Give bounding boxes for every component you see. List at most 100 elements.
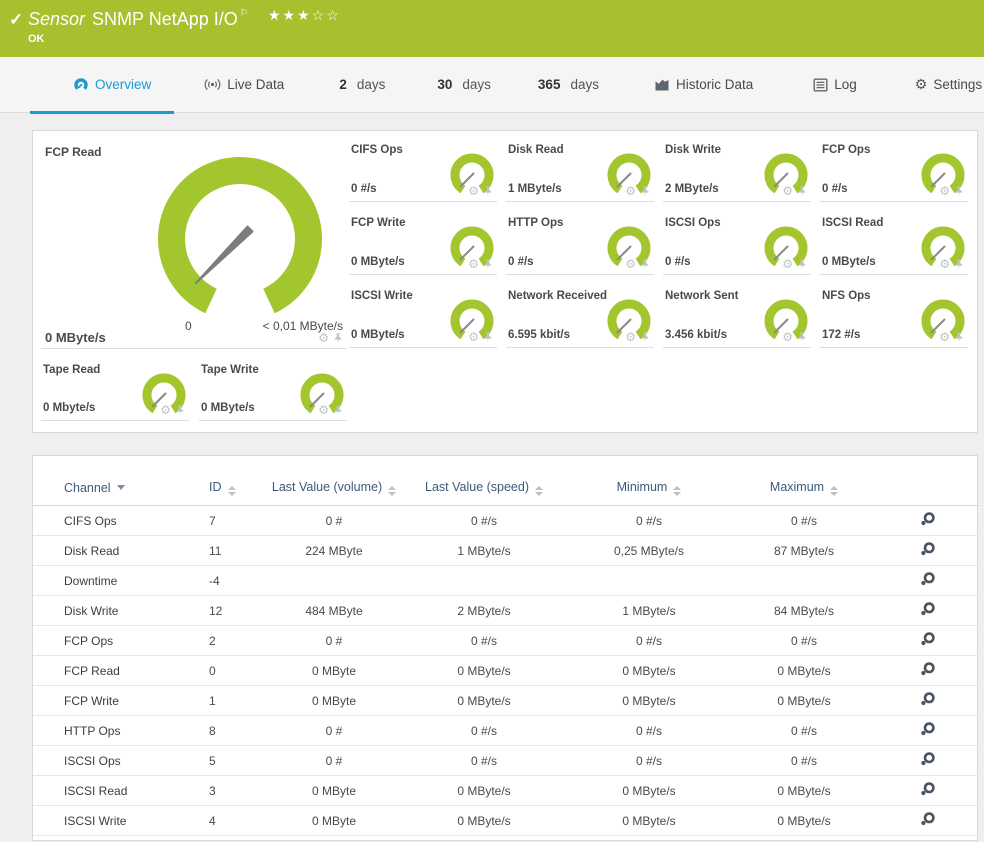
gauge-gear-icon[interactable]: ⚙ <box>318 403 329 417</box>
gauge-gear-icon[interactable]: ⚙ <box>939 330 950 344</box>
gauge-title: HTTP Ops <box>508 217 564 229</box>
gauge-pin-icon[interactable] <box>175 405 185 416</box>
gauge-pin-icon[interactable] <box>333 405 343 416</box>
tab-bar: Overview Live Data 2 days 30 days 365 days … <box>0 57 984 114</box>
gauge-title: Disk Read <box>508 144 564 156</box>
channel-settings-icon[interactable] <box>920 812 936 826</box>
tab-historic-data[interactable]: Historic Data <box>654 57 753 113</box>
gauge-gear-icon[interactable]: ⚙ <box>782 330 793 344</box>
tab-30-days[interactable]: 30 days <box>437 57 491 113</box>
gauge-cell-tape-write: Tape Write 0 MByte/s ⚙ <box>199 359 347 421</box>
gauge-value: 0 #/s <box>822 183 848 195</box>
tab-label: days <box>356 77 386 92</box>
gauge-gear-icon[interactable]: ⚙ <box>625 184 636 198</box>
table-row-fcp-write[interactable]: FCP Write 1 0 MByte 0 MByte/s 0 MByte/s 0 MBy… <box>33 685 979 716</box>
gauge-gear-icon[interactable]: ⚙ <box>939 257 950 271</box>
column-header-id[interactable]: ID <box>209 472 269 506</box>
mini-gauge <box>607 299 651 340</box>
gauge-pin-icon[interactable] <box>797 332 807 343</box>
mini-gauge <box>300 373 344 414</box>
gauge-value: 0 Mbyte/s <box>43 402 96 414</box>
table-row-iscsi-ops[interactable]: ISCSI Ops 5 0 #0 #/s 0 #/s 0 #/s <box>33 745 979 776</box>
column-header-last-value-volume[interactable]: Last Value (volume) <box>269 472 399 506</box>
table-row-disk-write[interactable]: Disk Write 12 484 MByte 2 MByte/s 1 MByte/s 8… <box>33 595 979 626</box>
channel-settings-icon[interactable] <box>920 722 936 736</box>
gauge-title: ISCSI Read <box>822 217 884 229</box>
channels-table: Channel ID Last Value (volume) Last Valu… <box>33 472 979 836</box>
gauge-value: 1 MByte/s <box>508 183 562 195</box>
channel-settings-icon[interactable] <box>920 602 936 616</box>
channel-settings-icon[interactable] <box>920 692 936 706</box>
column-header-minimum[interactable]: Minimum <box>569 472 729 506</box>
gauge-pin-icon[interactable] <box>797 186 807 197</box>
channel-settings-icon[interactable] <box>920 512 936 526</box>
column-header-settings <box>879 472 979 506</box>
gauge-gear-icon[interactable]: ⚙ <box>782 257 793 271</box>
gauge-cell-fcp-write: FCP Write 0 MByte/s ⚙ <box>349 212 497 275</box>
table-row-downtime[interactable]: Downtime -4 <box>33 565 979 596</box>
sort-icon <box>535 486 543 496</box>
column-header-channel[interactable]: Channel <box>33 472 209 506</box>
table-row-iscsi-write[interactable]: ISCSI Write 4 0 MByte 0 MByte/s 0 MByte/s 0 M… <box>33 805 979 836</box>
priority-stars[interactable]: ★★★☆☆ <box>268 7 341 23</box>
gauge-gear-icon[interactable]: ⚙ <box>468 184 479 198</box>
table-row-iscsi-read[interactable]: ISCSI Read 3 0 MByte 0 MByte/s 0 MByte/s 0 MB… <box>33 775 979 806</box>
channel-settings-icon[interactable] <box>920 782 936 796</box>
channel-settings-icon[interactable] <box>920 632 936 646</box>
gauge-cell-iscsi-read: ISCSI Read 0 MByte/s ⚙ <box>820 212 968 275</box>
flag-icon[interactable]: ⚐ <box>239 8 249 19</box>
gauge-pin-icon[interactable] <box>483 259 493 270</box>
gauge-gear-icon[interactable]: ⚙ <box>160 403 171 417</box>
gauge-gear-icon[interactable]: ⚙ <box>782 184 793 198</box>
gauge-pin-icon[interactable] <box>640 332 650 343</box>
gauge-gear-icon[interactable]: ⚙ <box>625 330 636 344</box>
tab-365-days[interactable]: 365 days <box>538 57 599 113</box>
gauge-gear-icon[interactable]: ⚙ <box>468 257 479 271</box>
gauge-pin-icon[interactable] <box>954 186 964 197</box>
gauge-gear-icon[interactable]: ⚙ <box>468 330 479 344</box>
sensor-name: SNMP NetApp I/O <box>92 9 238 29</box>
mini-gauge <box>764 153 808 194</box>
gauge-gear-icon[interactable]: ⚙ <box>318 331 329 345</box>
gauge-scale-max: < 0,01 MByte/s <box>262 319 343 333</box>
gauge-pin-icon[interactable] <box>483 186 493 197</box>
gauge-gear-icon[interactable]: ⚙ <box>625 257 636 271</box>
gauge-pin-icon[interactable] <box>333 333 343 344</box>
gauge-pin-icon[interactable] <box>954 259 964 270</box>
gauge-pin-icon[interactable] <box>640 186 650 197</box>
column-header-last-value-speed[interactable]: Last Value (speed) <box>399 472 569 506</box>
gauge-value: 0 MByte/s <box>822 256 876 268</box>
gauge-value: 0 MByte/s <box>201 402 255 414</box>
gauge-title: FCP Write <box>351 217 406 229</box>
tab-settings[interactable]: ⚙ Settings <box>915 57 982 113</box>
channel-settings-icon[interactable] <box>920 572 936 586</box>
table-row-disk-read[interactable]: Disk Read 11 224 MByte 1 MByte/s 0,25 MByte/… <box>33 535 979 566</box>
table-row-fcp-ops[interactable]: FCP Ops 2 0 #0 #/s 0 #/s 0 #/s <box>33 625 979 656</box>
gauge-pin-icon[interactable] <box>797 259 807 270</box>
tab-2-days[interactable]: 2 days <box>339 57 385 113</box>
tape-gauges-row: Tape Read 0 Mbyte/s ⚙ Tape Write 0 MByte… <box>41 359 347 421</box>
gauge-pin-icon[interactable] <box>640 259 650 270</box>
tab-live-data[interactable]: Live Data <box>204 57 284 113</box>
status-badge: OK <box>28 33 45 45</box>
column-header-maximum[interactable]: Maximum <box>729 472 879 506</box>
gauge-title: ISCSI Write <box>351 290 413 302</box>
table-row-fcp-read[interactable]: FCP Read 0 0 MByte 0 MByte/s 0 MByte/s 0 MByt… <box>33 655 979 686</box>
channels-table-panel: Channel ID Last Value (volume) Last Valu… <box>32 455 979 841</box>
gauge-pin-icon[interactable] <box>483 332 493 343</box>
tab-log[interactable]: Log <box>813 57 857 113</box>
channel-settings-icon[interactable] <box>920 542 936 556</box>
table-row-cifs-ops[interactable]: CIFS Ops 7 0 #0 #/s 0 #/s 0 #/s <box>33 505 979 536</box>
gauge-cell-network-received: Network Received 6.595 kbit/s ⚙ <box>506 285 654 348</box>
tab-day-count: 30 <box>437 77 453 92</box>
overview-gauge-icon <box>74 77 88 90</box>
tab-overview[interactable]: Overview <box>29 57 175 114</box>
channel-settings-icon[interactable] <box>920 752 936 766</box>
mini-gauge <box>607 226 651 267</box>
gauge-gear-icon[interactable]: ⚙ <box>939 184 950 198</box>
gauge-cell-disk-read: Disk Read 1 MByte/s ⚙ <box>506 139 654 202</box>
gauge-pin-icon[interactable] <box>954 332 964 343</box>
table-row-http-ops[interactable]: HTTP Ops 8 0 #0 #/s 0 #/s 0 #/s <box>33 715 979 746</box>
channel-settings-icon[interactable] <box>920 662 936 676</box>
gauge-title: FCP Ops <box>822 144 871 156</box>
